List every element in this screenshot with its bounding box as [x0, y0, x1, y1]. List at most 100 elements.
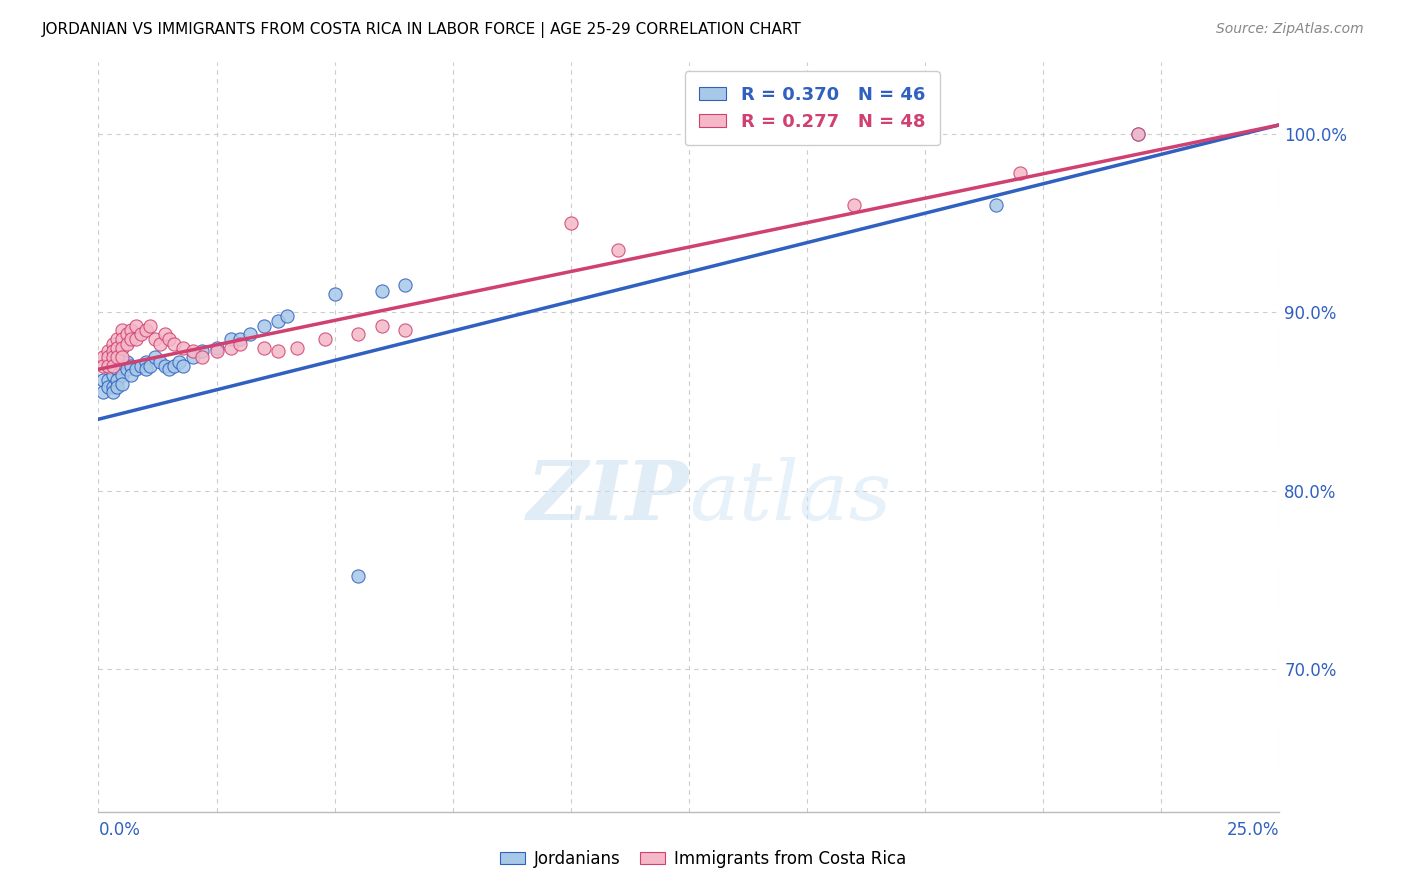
Text: JORDANIAN VS IMMIGRANTS FROM COSTA RICA IN LABOR FORCE | AGE 25-29 CORRELATION C: JORDANIAN VS IMMIGRANTS FROM COSTA RICA … [42, 22, 801, 38]
Point [229, 337, 252, 351]
Text: Source: ZipAtlas.com: Source: ZipAtlas.com [1216, 22, 1364, 37]
Text: atlas: atlas [689, 457, 891, 537]
Point [111, 323, 134, 337]
Point [394, 278, 416, 293]
Point [267, 344, 290, 359]
Point [97, 373, 120, 387]
Point [101, 350, 124, 364]
Point [153, 359, 176, 373]
Point [125, 362, 148, 376]
Point [191, 344, 214, 359]
Point [139, 319, 162, 334]
Text: 0.0%: 0.0% [98, 821, 141, 838]
Point [105, 373, 128, 387]
Point [229, 332, 252, 346]
Point [111, 359, 134, 373]
Point [115, 337, 138, 351]
Point [163, 337, 186, 351]
Point [115, 326, 138, 341]
Point [276, 309, 298, 323]
Point [91, 385, 114, 400]
Point [844, 198, 866, 212]
Point [984, 198, 1007, 212]
Point [111, 332, 134, 346]
Point [101, 359, 124, 373]
Point [143, 350, 166, 364]
Point [219, 341, 242, 355]
Point [101, 359, 124, 373]
Point [139, 359, 162, 373]
Point [347, 326, 370, 341]
Point [371, 319, 394, 334]
Legend: Jordanians, Immigrants from Costa Rica: Jordanians, Immigrants from Costa Rica [494, 844, 912, 875]
Point [121, 332, 143, 346]
Point [101, 380, 124, 394]
Point [97, 350, 120, 364]
Point [125, 332, 148, 346]
Point [101, 385, 124, 400]
Point [121, 359, 143, 373]
Point [101, 344, 124, 359]
Point [121, 323, 143, 337]
Point [153, 326, 176, 341]
Point [111, 376, 134, 391]
Point [1008, 166, 1031, 180]
Point [191, 350, 214, 364]
Text: ZIP: ZIP [526, 457, 689, 537]
Legend: R = 0.370   N = 46, R = 0.277   N = 48: R = 0.370 N = 46, R = 0.277 N = 48 [685, 71, 939, 145]
Point [267, 314, 290, 328]
Point [172, 341, 194, 355]
Point [115, 355, 138, 369]
Point [1126, 127, 1149, 141]
Point [125, 319, 148, 334]
Point [347, 569, 370, 583]
Point [181, 344, 204, 359]
Point [163, 359, 186, 373]
Point [135, 323, 157, 337]
Point [607, 243, 630, 257]
Point [105, 332, 128, 346]
Point [105, 350, 128, 364]
Point [205, 341, 228, 355]
Point [111, 350, 134, 364]
Point [149, 355, 172, 369]
Point [111, 341, 134, 355]
Point [157, 332, 180, 346]
Point [91, 350, 114, 364]
Point [157, 362, 180, 376]
Point [219, 332, 242, 346]
Point [181, 350, 204, 364]
Point [91, 373, 114, 387]
Point [253, 319, 276, 334]
Point [101, 337, 124, 351]
Point [105, 341, 128, 355]
Point [371, 284, 394, 298]
Point [129, 326, 152, 341]
Text: 25.0%: 25.0% [1227, 821, 1279, 838]
Point [314, 332, 336, 346]
Point [115, 362, 138, 376]
Point [121, 368, 143, 382]
Point [135, 362, 157, 376]
Point [205, 344, 228, 359]
Point [239, 326, 262, 341]
Point [97, 359, 120, 373]
Point [143, 332, 166, 346]
Point [167, 355, 190, 369]
Point [135, 355, 157, 369]
Point [253, 341, 276, 355]
Point [285, 341, 308, 355]
Point [129, 359, 152, 373]
Point [101, 368, 124, 382]
Point [1126, 127, 1149, 141]
Point [172, 359, 194, 373]
Point [105, 380, 128, 394]
Point [149, 337, 172, 351]
Point [111, 368, 134, 382]
Point [105, 362, 128, 376]
Point [394, 323, 416, 337]
Point [97, 359, 120, 373]
Point [323, 287, 346, 301]
Point [97, 380, 120, 394]
Point [560, 216, 582, 230]
